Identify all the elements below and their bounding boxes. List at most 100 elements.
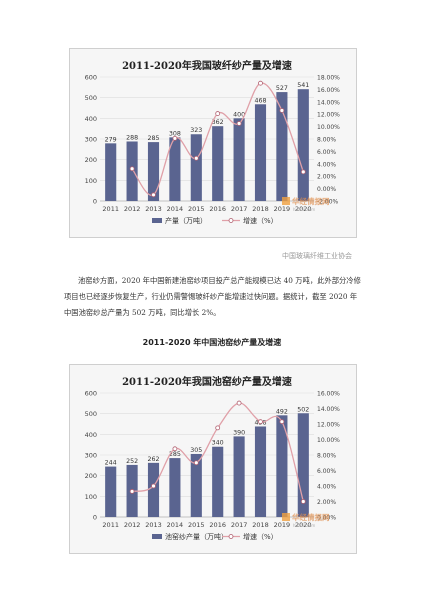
y-tick-label: 400 <box>85 431 97 439</box>
growth-point <box>258 80 263 86</box>
growth-point <box>172 446 178 452</box>
growth-point <box>151 192 156 198</box>
bar-data-label: 527 <box>276 85 288 92</box>
bar-data-label: 468 <box>254 97 266 104</box>
x-tick-label: 2015 <box>188 521 205 529</box>
bar <box>169 458 181 517</box>
growth-point <box>172 135 178 141</box>
x-tick-label: 2020 <box>295 521 312 529</box>
bar-data-label: 244 <box>105 460 117 467</box>
y-tick-label: 300 <box>85 452 97 460</box>
y2-tick-label: 14.00% <box>317 99 340 106</box>
growth-point <box>129 166 135 172</box>
bar <box>126 141 138 201</box>
body-paragraph: 池窑纱方面，2020 年中国新建池窑纱项目投产总产能规模已达 40 万吨，此外部… <box>64 273 362 321</box>
bar-data-label: 252 <box>126 458 138 465</box>
y2-tick-label: 2.00% <box>317 174 336 181</box>
bar <box>105 143 117 201</box>
bar <box>212 126 224 201</box>
x-tick-label: 2018 <box>252 521 269 529</box>
bar-data-label: 502 <box>297 406 309 413</box>
bar <box>276 415 288 517</box>
x-tick-label: 2019 <box>274 205 291 213</box>
chart-svg: 2011-2020年我国池窑纱产量及增速 0 100 200 300 400 500 600 0… <box>85 375 341 541</box>
legend-line-label: 增速（%） <box>243 532 278 541</box>
y-tick-label: 200 <box>85 156 97 164</box>
watermark-en: huaon.com <box>293 207 315 212</box>
y2-tick-label: 0.00% <box>317 186 336 193</box>
y2-tick-label: 12.00% <box>317 422 340 429</box>
legend-bar-label: 产量（万吨） <box>165 216 207 225</box>
growth-point <box>258 419 263 425</box>
growth-point <box>193 155 199 161</box>
x-tick-label: 2016 <box>209 521 226 529</box>
x-tick-label: 2013 <box>145 205 162 213</box>
bar <box>105 466 117 517</box>
bar-data-label: 541 <box>297 82 309 89</box>
bar-data-label: 400 <box>233 111 245 118</box>
bar-data-label: 279 <box>105 136 117 143</box>
y2-tick-label: 16.00% <box>317 87 340 94</box>
chart-glass-fiber-output: 2011-2020年我国玻纤纱产量及增速 0 100 200 300 400 500 600 -… <box>69 48 357 238</box>
watermark-cn: 华经情报网 <box>292 196 330 206</box>
growth-point <box>236 121 242 126</box>
x-tick-label: 2014 <box>167 521 184 529</box>
x-tick-label: 2017 <box>231 205 248 213</box>
y2-tick-label: 0.00% <box>317 515 336 522</box>
bar <box>190 134 202 201</box>
y-tick-label: 500 <box>85 94 97 102</box>
y-tick-label: 0 <box>93 198 97 206</box>
bar <box>297 89 309 201</box>
x-tick-label: 2018 <box>252 205 269 213</box>
chart-tank-furnace-output: 2011-2020年我国池窑纱产量及增速 0 100 200 300 400 500 600 0… <box>69 364 357 554</box>
y-tick-label: 400 <box>85 115 97 123</box>
x-tick-label: 2015 <box>188 205 205 213</box>
y2-tick-label: 16.00% <box>317 391 340 398</box>
bar-data-label: 288 <box>126 134 138 141</box>
bar-data-label: 390 <box>233 429 245 436</box>
legend-line-marker <box>228 534 234 539</box>
bar-data-label: 323 <box>190 127 202 134</box>
y2-tick-label: 12.00% <box>317 112 340 119</box>
chart-svg: 2011-2020年我国玻纤纱产量及增速 0 100 200 300 400 500 600 -… <box>85 59 341 225</box>
growth-point <box>279 419 285 425</box>
x-tick-label: 2013 <box>145 521 162 529</box>
bar-data-label: 285 <box>147 135 159 142</box>
y-tick-label: 200 <box>85 472 97 480</box>
bar <box>276 92 288 201</box>
bar <box>147 142 160 201</box>
legend-line-marker <box>228 218 234 223</box>
watermark-cn: 华经情报网 <box>292 512 330 522</box>
growth-point <box>215 425 221 431</box>
watermark-en: huaon.com <box>293 523 315 528</box>
growth-point <box>193 460 199 466</box>
legend-bar-swatch <box>152 534 162 539</box>
y-tick-label: 600 <box>85 390 97 398</box>
bar-data-label: 308 <box>169 130 181 137</box>
y2-tick-label: 8.00% <box>317 453 336 460</box>
y-tick-label: 100 <box>85 177 97 185</box>
y-tick-label: 300 <box>85 136 97 144</box>
y-tick-label: 0 <box>93 514 97 522</box>
bar <box>254 426 267 517</box>
y2-tick-label: 4.00% <box>317 161 336 168</box>
y2-tick-label: 18.00% <box>317 75 340 82</box>
watermark-logo-icon <box>282 513 290 521</box>
bar <box>212 446 224 517</box>
legend-bar-swatch <box>152 218 162 223</box>
bar <box>169 137 181 201</box>
bar-data-label: 262 <box>147 456 159 463</box>
y2-tick-label: 10.00% <box>317 437 340 444</box>
bar <box>254 104 267 201</box>
chart-title: 2011-2020年我国池窑纱产量及增速 <box>122 375 292 388</box>
y2-tick-label: 14.00% <box>317 406 340 413</box>
y2-tick-label: 8.00% <box>317 137 336 144</box>
bar <box>297 413 309 517</box>
y-tick-label: 100 <box>85 493 97 501</box>
x-tick-label: 2019 <box>274 521 291 529</box>
x-tick-label: 2020 <box>295 205 312 213</box>
x-tick-label: 2014 <box>167 205 184 213</box>
x-tick-label: 2012 <box>124 521 141 529</box>
